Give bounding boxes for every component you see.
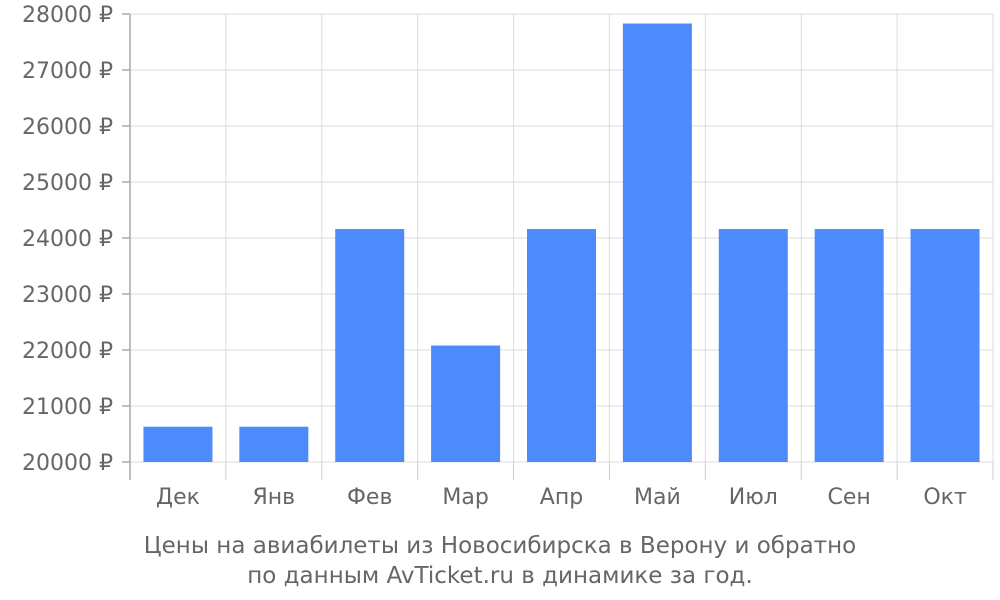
x-tick-label: Сен bbox=[828, 485, 871, 510]
y-tick-label: 24000 ₽ bbox=[22, 227, 113, 252]
bar bbox=[239, 426, 309, 462]
y-tick-label: 25000 ₽ bbox=[22, 171, 113, 196]
x-tick-label: Янв bbox=[253, 485, 296, 510]
x-tick-label: Дек bbox=[156, 485, 200, 510]
bar bbox=[910, 229, 980, 462]
chart-caption-line-1: Цены на авиабилеты из Новосибирска в Вер… bbox=[143, 533, 857, 559]
bar bbox=[622, 23, 692, 463]
x-tick-label: Июл bbox=[729, 485, 778, 510]
x-tick-label: Мар bbox=[442, 485, 488, 510]
bar bbox=[431, 345, 501, 462]
y-tick-label: 26000 ₽ bbox=[22, 115, 113, 140]
y-tick-label: 22000 ₽ bbox=[22, 339, 113, 364]
bar-chart: 20000 ₽ 21000 ₽ 22000 ₽ 23000 ₽ 24000 ₽ 25000… bbox=[22, 3, 994, 510]
y-tick-label: 23000 ₽ bbox=[22, 283, 113, 308]
y-tick-label: 21000 ₽ bbox=[22, 395, 113, 420]
y-tick-label: 27000 ₽ bbox=[22, 59, 113, 84]
bar bbox=[143, 426, 213, 462]
x-tick-label: Май bbox=[634, 485, 681, 510]
x-tick-label: Окт bbox=[923, 485, 967, 510]
y-tick-label: 28000 ₽ bbox=[22, 3, 113, 28]
bar bbox=[718, 229, 788, 462]
bar bbox=[527, 229, 596, 462]
bar bbox=[814, 229, 884, 462]
x-tick-label: Фев bbox=[347, 485, 392, 510]
chart-caption-line-2: по данным AvTicket.ru в динамике за год. bbox=[247, 563, 753, 589]
y-tick-label: 20000 ₽ bbox=[22, 451, 113, 476]
bar bbox=[335, 229, 405, 462]
x-tick-label: Апр bbox=[540, 485, 583, 510]
